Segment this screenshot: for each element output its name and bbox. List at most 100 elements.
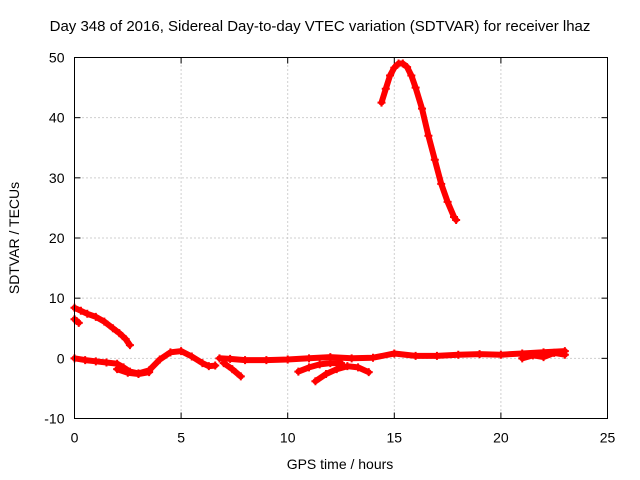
data-point: [305, 363, 314, 372]
x-tick-label: 5: [177, 430, 185, 446]
y-axis-label: SDTVAR / TECUs: [6, 181, 22, 295]
series-arc-start-low: [70, 315, 83, 327]
series-arc-base-3: [215, 347, 569, 365]
data-point: [528, 351, 537, 360]
series-arc-base-6: [311, 362, 373, 386]
data-point: [475, 350, 484, 359]
data-point: [496, 350, 505, 359]
data-point: [377, 98, 386, 107]
data-point: [518, 354, 527, 363]
x-tick-label: 15: [387, 430, 403, 446]
data-point: [432, 351, 441, 360]
data-point: [411, 83, 420, 92]
x-axis-label: GPS time / hours: [286, 456, 394, 472]
data-point: [539, 353, 548, 362]
y-tick-label: 30: [49, 170, 65, 186]
data-point: [424, 131, 433, 140]
data-point: [390, 349, 399, 358]
data-point: [76, 306, 85, 315]
data-point: [550, 348, 559, 357]
series-line: [216, 348, 568, 364]
data-point: [283, 355, 292, 364]
series-arc-base-4: [219, 359, 245, 381]
data-point: [91, 312, 100, 321]
plot-frame: [74, 57, 608, 419]
y-tick-label: 0: [57, 350, 65, 366]
data-point: [177, 347, 186, 356]
data-point: [219, 359, 228, 368]
axis-ticks: 0 5 10 15 20 25 -10 0 10 20 30 40 50: [44, 50, 615, 446]
data-point: [381, 84, 390, 93]
data-point: [100, 317, 109, 326]
chart-title: Day 348 of 2016, Sidereal Day-to-day VTE…: [49, 18, 591, 35]
data-point: [407, 71, 416, 80]
data-point: [418, 104, 427, 113]
y-tick-label: 20: [49, 230, 65, 246]
data-point: [386, 71, 395, 80]
data-point: [211, 361, 220, 370]
data-point: [311, 377, 320, 386]
data-point: [343, 362, 352, 371]
series-arc-base-7: [518, 348, 569, 363]
y-tick-label: 40: [49, 110, 65, 126]
data-point: [560, 350, 569, 359]
data-point: [332, 365, 341, 374]
data-point: [198, 359, 207, 368]
data-point: [437, 179, 446, 188]
data-point: [115, 329, 124, 338]
data-point: [443, 197, 452, 206]
data-point: [364, 368, 373, 377]
data-point: [74, 318, 83, 327]
data-point: [226, 354, 235, 363]
data-point: [166, 348, 175, 357]
data-point: [123, 368, 132, 377]
data-point: [452, 215, 461, 224]
data-point: [125, 341, 134, 350]
data-point: [430, 155, 439, 164]
data-point: [347, 354, 356, 363]
series-arc-base-5: [294, 359, 345, 376]
series-arc-start-high: [70, 303, 134, 350]
x-tick-label: 0: [71, 430, 79, 446]
data-point: [113, 365, 122, 374]
data-point: [315, 360, 324, 369]
series-line: [114, 366, 153, 377]
data-point: [354, 363, 363, 372]
data-point: [368, 353, 377, 362]
data-point: [134, 369, 143, 378]
data-point: [145, 368, 154, 377]
data-series: [70, 59, 569, 386]
data-point: [322, 369, 331, 378]
data-point: [262, 356, 271, 365]
data-point: [187, 352, 196, 361]
data-point: [305, 354, 314, 363]
series-line: [378, 60, 460, 223]
data-point: [294, 367, 303, 376]
data-point: [236, 372, 245, 381]
x-tick-label: 10: [280, 430, 296, 446]
data-point: [81, 356, 90, 365]
data-point: [91, 357, 100, 366]
data-point: [454, 350, 463, 359]
series-line: [71, 304, 133, 349]
data-point: [102, 358, 111, 367]
data-point: [411, 351, 420, 360]
data-point: [403, 63, 412, 72]
data-point: [241, 356, 250, 365]
data-point: [398, 59, 407, 68]
data-point: [108, 324, 117, 333]
x-tick-label: 20: [493, 430, 509, 446]
x-tick-label: 25: [600, 430, 616, 446]
series-arc-base-2: [113, 365, 154, 378]
data-point: [155, 355, 164, 364]
data-point: [326, 359, 335, 368]
series-arc-peak: [377, 59, 461, 224]
data-point: [228, 365, 237, 374]
data-point: [215, 354, 224, 363]
data-point: [390, 63, 399, 72]
data-point: [121, 335, 130, 344]
y-tick-label: 10: [49, 290, 65, 306]
y-tick-label: 50: [49, 50, 65, 66]
y-tick-label: -10: [44, 411, 64, 427]
